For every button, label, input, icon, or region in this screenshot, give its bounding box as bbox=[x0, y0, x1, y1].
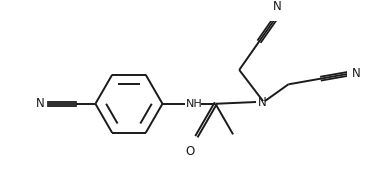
Text: N: N bbox=[258, 95, 267, 108]
Text: N: N bbox=[352, 67, 361, 80]
Text: N: N bbox=[273, 0, 282, 13]
Text: O: O bbox=[185, 145, 195, 158]
Text: NH: NH bbox=[185, 99, 202, 109]
Text: N: N bbox=[36, 97, 45, 110]
